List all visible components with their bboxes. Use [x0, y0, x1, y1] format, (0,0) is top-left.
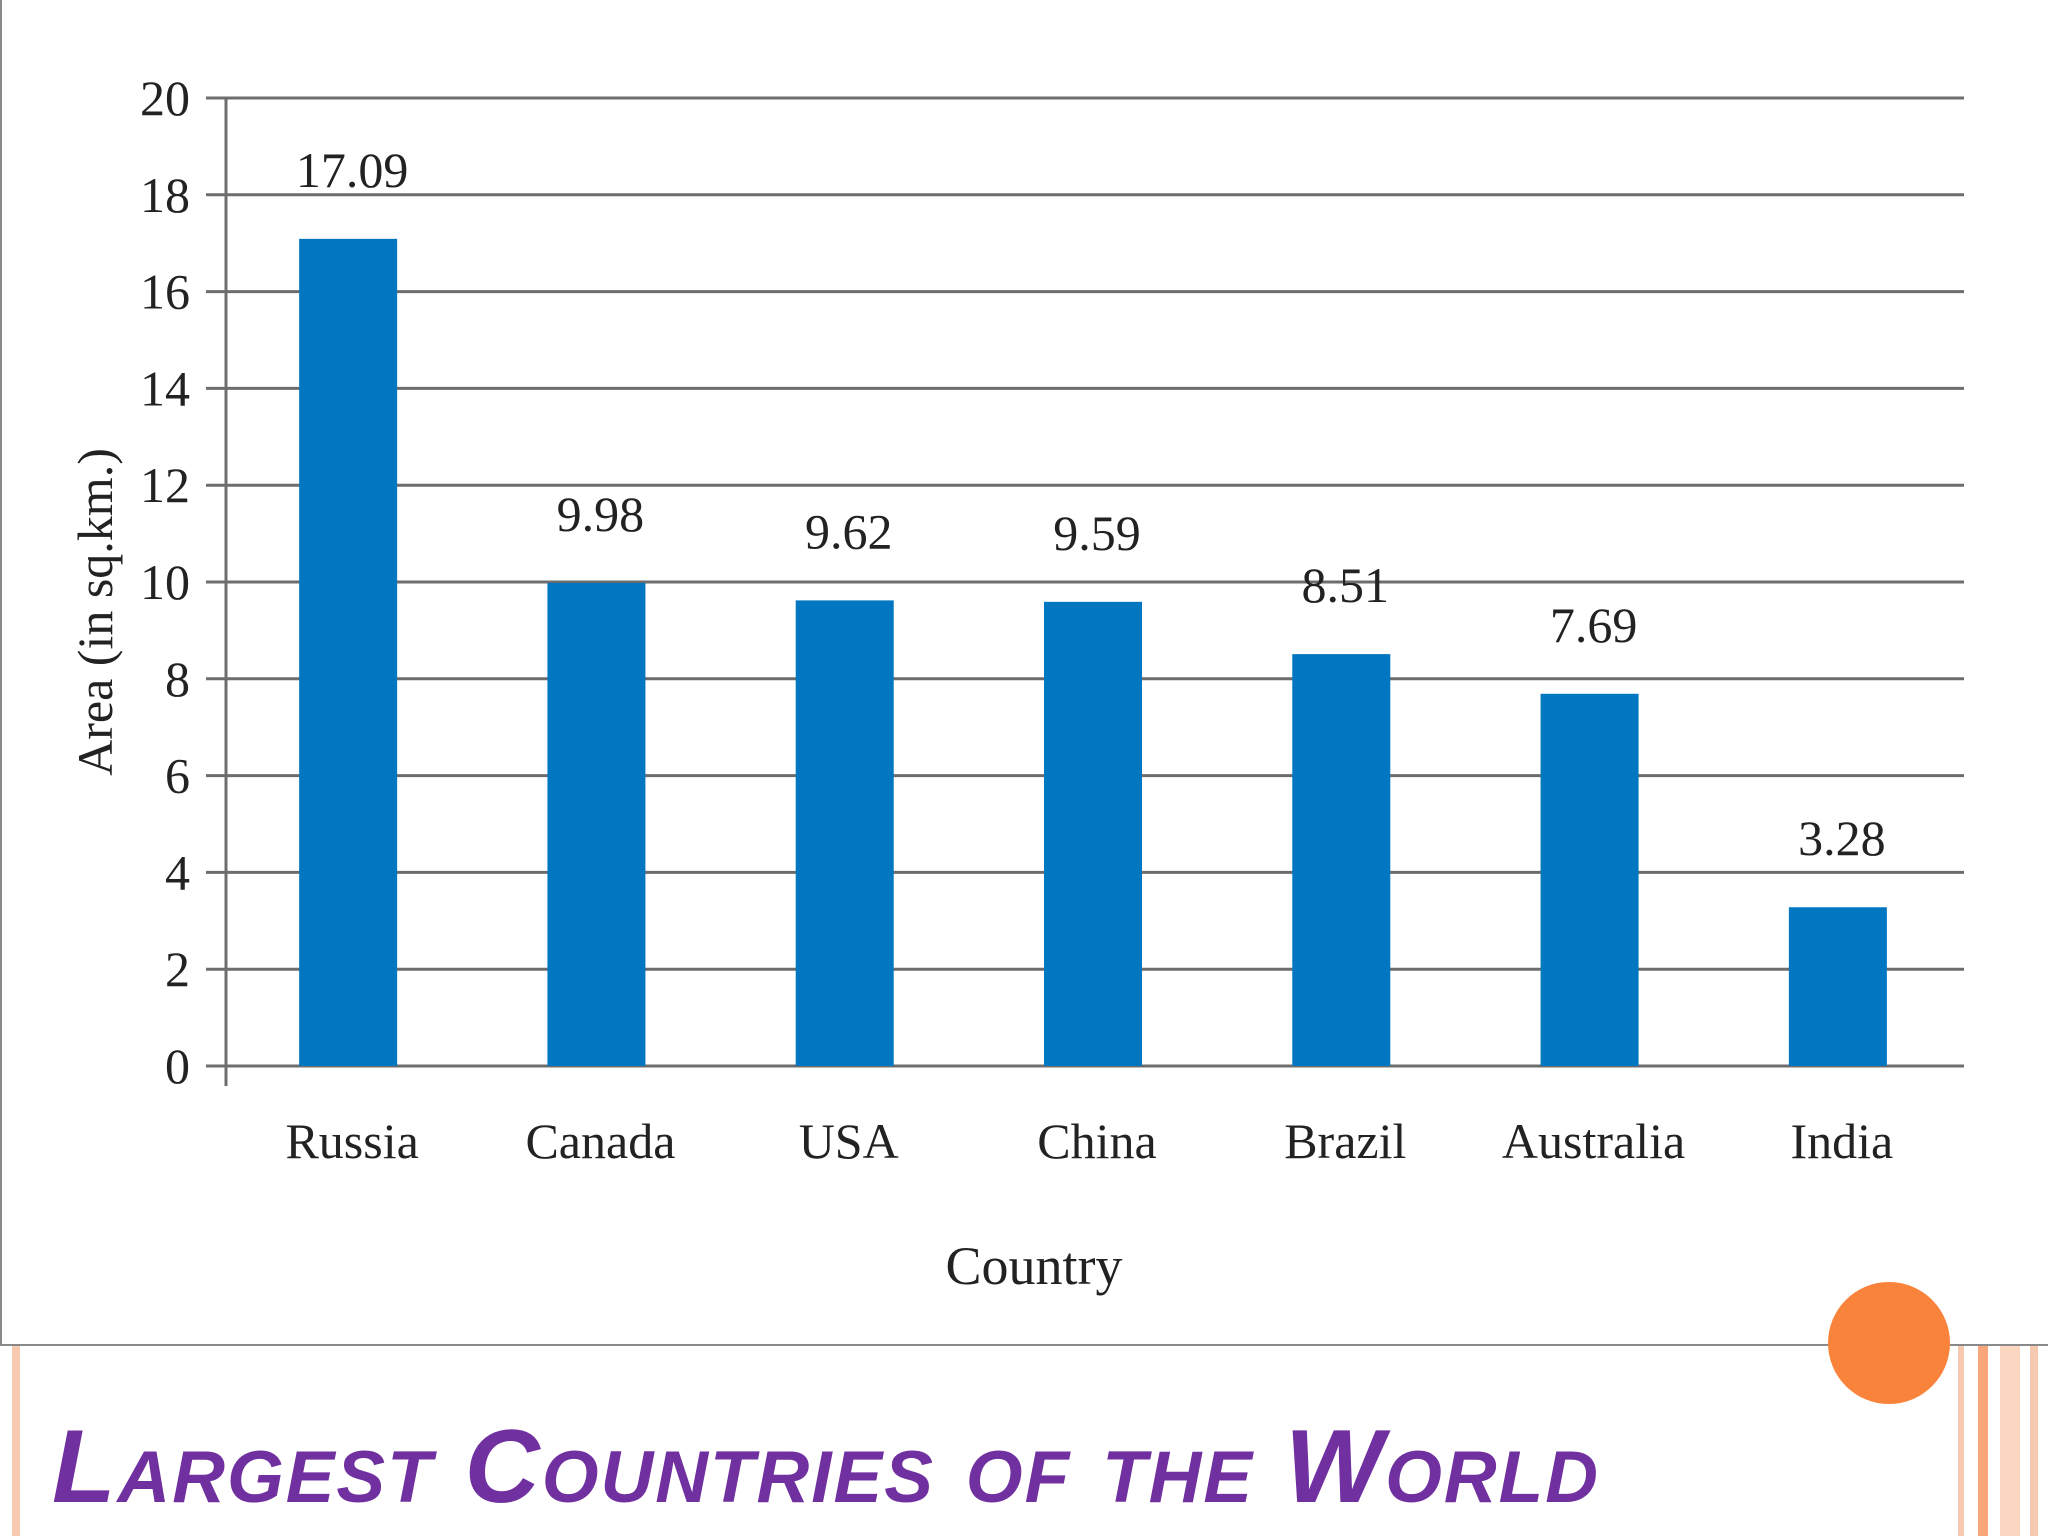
- bar-usa: [795, 600, 894, 1066]
- value-label-china: 9.59: [1053, 505, 1141, 561]
- category-label-brazil: Brazil: [1284, 1113, 1406, 1169]
- decor-stripe-right-2: [1978, 1346, 1988, 1536]
- bar-canada: [547, 582, 646, 1066]
- category-label-russia: Russia: [285, 1113, 418, 1169]
- y-axis-title: Area (in sq.km.): [67, 448, 123, 776]
- y-tick-label-0: 0: [165, 1038, 190, 1094]
- y-tick-label-18: 18: [140, 167, 190, 223]
- value-label-brazil: 8.51: [1302, 557, 1390, 613]
- category-label-canada: Canada: [525, 1113, 675, 1169]
- y-tick-label-4: 4: [165, 844, 190, 900]
- y-tick-label-2: 2: [165, 941, 190, 997]
- value-label-canada: 9.98: [557, 486, 645, 542]
- y-tick-label-12: 12: [140, 457, 190, 513]
- y-tick-label-16: 16: [140, 264, 190, 320]
- y-tick-label-10: 10: [140, 554, 190, 610]
- bar-australia: [1540, 693, 1639, 1066]
- y-tick-label-8: 8: [165, 651, 190, 707]
- bar-brazil: [1292, 654, 1391, 1066]
- bar-india: [1788, 907, 1887, 1066]
- category-label-usa: USA: [799, 1113, 899, 1169]
- slide-title: Largest Countries of the World: [52, 1409, 1600, 1525]
- chart-panel: 0 2 4 6 8 10 12 14 16 18 20 17.09 Russia 9.98 Canada 9.…: [0, 0, 2048, 1346]
- decor-stripe-left: [12, 1346, 20, 1536]
- value-label-australia: 7.69: [1550, 597, 1638, 653]
- decor-stripe-right-3: [2000, 1346, 2020, 1536]
- bars: [299, 238, 1887, 1066]
- category-label-australia: Australia: [1502, 1113, 1685, 1169]
- value-label-india: 3.28: [1798, 810, 1886, 866]
- value-label-russia: 17.09: [296, 142, 409, 198]
- decor-stripe-right-4: [2030, 1346, 2038, 1536]
- category-label-india: India: [1790, 1113, 1893, 1169]
- value-label-usa: 9.62: [805, 503, 893, 559]
- y-tick-label-6: 6: [165, 748, 190, 804]
- bar-russia: [299, 238, 398, 1066]
- labels: 0 2 4 6 8 10 12 14 16 18 20 17.09 Russia 9.98 Canada 9.…: [140, 70, 1893, 1169]
- y-tick-label-20: 20: [140, 70, 190, 126]
- category-label-china: China: [1037, 1113, 1156, 1169]
- y-tick-label-14: 14: [140, 360, 190, 416]
- orange-dot: [1828, 1282, 1950, 1404]
- decor-stripe-right-1: [1958, 1346, 1964, 1536]
- bar-chart: 0 2 4 6 8 10 12 14 16 18 20 17.09 Russia 9.98 Canada 9.…: [67, 70, 1964, 1296]
- x-axis-title: Country: [945, 1236, 1122, 1296]
- bar-china: [1044, 601, 1142, 1066]
